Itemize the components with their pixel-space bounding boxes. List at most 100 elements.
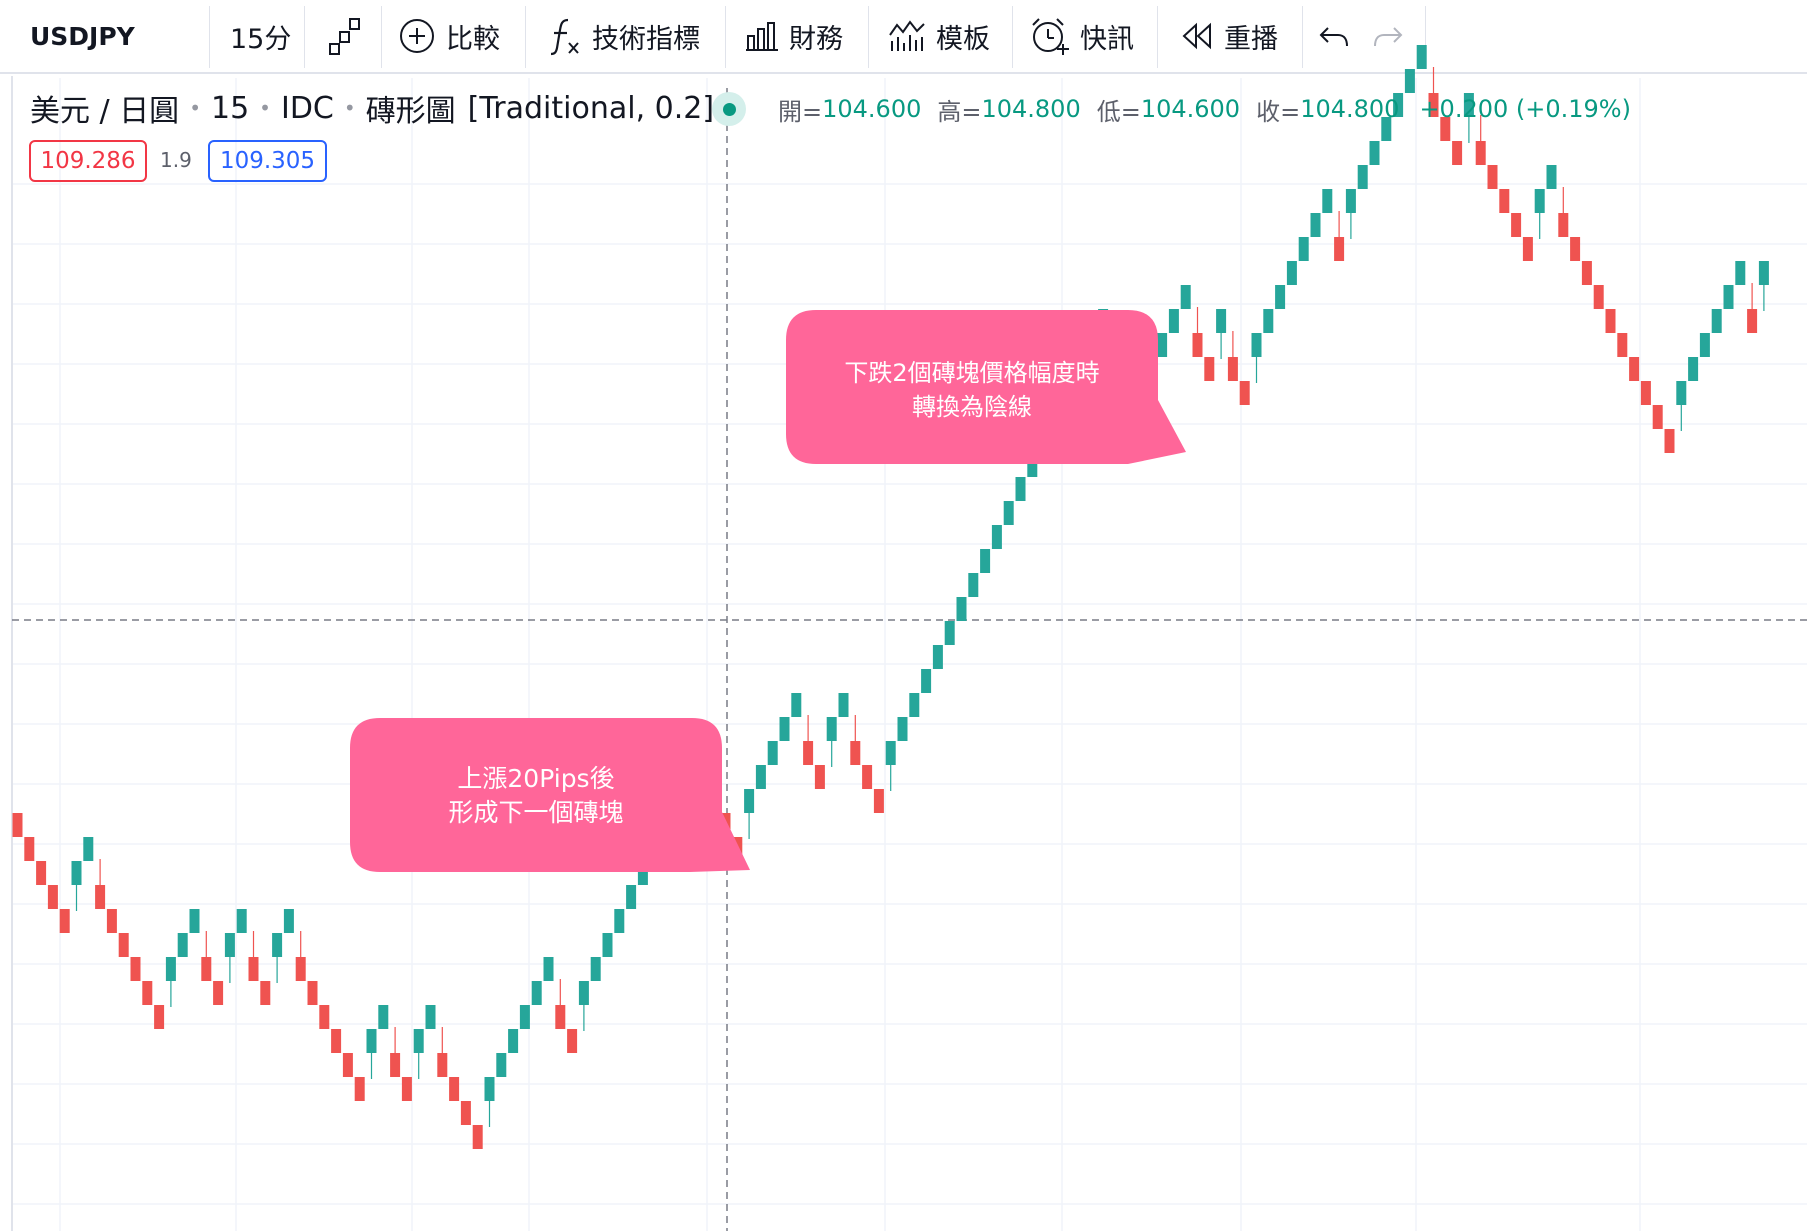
compare-button[interactable]: 比較: [398, 0, 500, 72]
toolbar-divider: [868, 6, 869, 68]
sell-price: 109.286: [40, 148, 136, 174]
brick-down: [1227, 357, 1238, 381]
brick-down: [1204, 357, 1215, 381]
callout-2-line-2: 轉換為陰線: [912, 393, 1032, 421]
undo-button[interactable]: [1318, 0, 1360, 72]
brick-down: [130, 957, 141, 981]
buy-price-button[interactable]: 109.305: [208, 140, 327, 182]
brick-down: [850, 741, 861, 765]
market-status-dot[interactable]: [712, 92, 746, 126]
brick-up: [1286, 261, 1297, 285]
ohlc-values: 開= 104.600 高= 104.800 低= 104.600 收= 104.800 …: [778, 92, 1631, 126]
brick-up: [1369, 141, 1380, 165]
brick-down: [390, 1053, 401, 1077]
brick-up: [1534, 189, 1545, 213]
brick-up: [1688, 357, 1699, 381]
high-label: 高=: [937, 97, 982, 126]
brick-down: [803, 741, 814, 765]
brick-up: [1735, 261, 1746, 285]
toolbar-divider: [304, 6, 305, 68]
plus-circle-icon: [398, 17, 436, 55]
brick-down: [1334, 237, 1345, 261]
brick-down: [1440, 117, 1451, 141]
brick-up: [425, 1005, 436, 1029]
low-value: 104.600: [1140, 95, 1241, 123]
toolbar-divider: [1425, 6, 1426, 68]
financials-button[interactable]: 財務: [745, 0, 843, 72]
brick-down: [342, 1053, 353, 1077]
interval-button[interactable]: 15分: [230, 0, 291, 72]
brick-up: [1393, 93, 1404, 117]
brick-down: [1428, 93, 1439, 117]
brick-up: [909, 693, 920, 717]
brick-down: [1192, 333, 1203, 357]
change-value: +0.200 (+0.19%): [1419, 95, 1631, 123]
callouts: [350, 310, 1186, 872]
templates-button[interactable]: 模板: [888, 0, 990, 72]
brick-down: [1640, 381, 1651, 405]
brick-up: [1699, 333, 1710, 357]
callout-1-line-1: 上漲20Pips後: [457, 764, 615, 793]
brick-down: [1570, 237, 1581, 261]
brick-down: [248, 957, 259, 981]
brick-down: [142, 981, 153, 1005]
brick-up: [767, 741, 778, 765]
brick-down: [36, 861, 47, 885]
brick-up: [283, 909, 294, 933]
symbol-label: USDJPY: [30, 21, 135, 51]
brick-up: [531, 981, 542, 1005]
financials-label: 財務: [789, 23, 843, 55]
sell-price-button[interactable]: 109.286: [29, 140, 147, 182]
brick-up: [1322, 189, 1333, 213]
brick-up: [496, 1053, 507, 1077]
brick-up: [944, 621, 955, 645]
brick-up: [1345, 189, 1356, 213]
brick-down: [95, 885, 106, 909]
brick-down: [1239, 381, 1250, 405]
brick-down: [401, 1077, 412, 1101]
templates-label: 模板: [936, 23, 990, 55]
brick-up: [177, 933, 188, 957]
rewind-icon: [1180, 21, 1214, 51]
legend-exchange: IDC: [280, 90, 334, 126]
toolbar-divider: [725, 6, 726, 68]
chart-grid: [11, 76, 1807, 1231]
redo-button[interactable]: [1372, 0, 1414, 72]
brick-down: [118, 933, 129, 957]
brick-up: [1168, 309, 1179, 333]
replay-button[interactable]: 重播: [1180, 0, 1278, 72]
toolbar-divider: [381, 6, 382, 68]
brick-down: [1617, 333, 1628, 357]
symbol-search-button[interactable]: USDJPY: [30, 0, 135, 72]
brick-down: [1511, 213, 1522, 237]
top-toolbar: USDJPY 15分 比較: [0, 0, 1807, 74]
brick-up: [921, 669, 932, 693]
brick-up: [980, 549, 991, 573]
brick-down: [862, 765, 873, 789]
brick-up: [1463, 93, 1474, 117]
close-label: 收=: [1256, 97, 1301, 126]
open-label: 開=: [778, 97, 823, 126]
brick-down: [555, 1005, 566, 1029]
brick-down: [319, 1005, 330, 1029]
brick-up: [1723, 285, 1734, 309]
brick-down: [1558, 213, 1569, 237]
brick-up: [508, 1029, 519, 1053]
indicators-button[interactable]: 技術指標: [548, 0, 700, 72]
renko-icon: [328, 16, 362, 56]
brick-up: [1298, 237, 1309, 261]
brick-up: [1263, 309, 1274, 333]
chart-type-button[interactable]: [328, 0, 372, 72]
brick-down: [12, 813, 23, 837]
brick-down: [201, 957, 212, 981]
alerts-button[interactable]: 快訊: [1030, 0, 1134, 72]
brick-up: [791, 693, 802, 717]
legend-separator: •: [189, 96, 201, 120]
brick-up: [1003, 501, 1014, 525]
toolbar-divider: [1302, 6, 1303, 68]
brick-down: [1581, 261, 1592, 285]
brick-down: [1652, 405, 1663, 429]
compare-label: 比較: [446, 23, 500, 55]
brick-up: [1015, 477, 1026, 501]
